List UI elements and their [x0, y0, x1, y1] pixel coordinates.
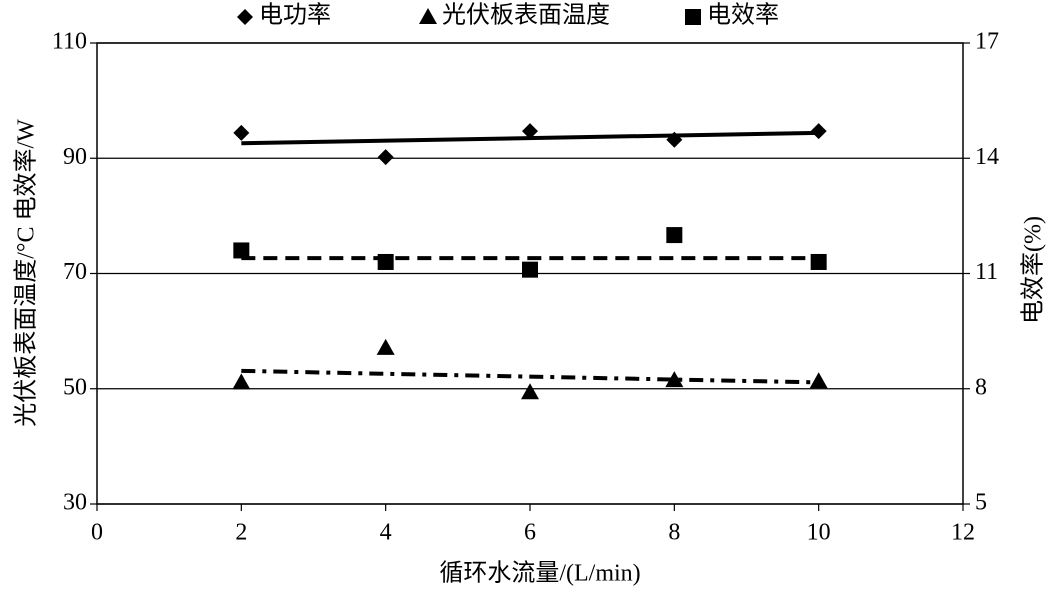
x-tick-label: 10 [807, 520, 831, 546]
marker [376, 338, 395, 355]
y2-tick-label: 5 [975, 490, 987, 516]
x-tick-label: 6 [524, 520, 536, 546]
y-tick-label: 30 [63, 490, 87, 516]
marker [522, 123, 538, 140]
marker [377, 149, 394, 166]
marker [521, 383, 539, 400]
y-tick-label: 110 [52, 29, 87, 55]
y2-axis-label: 电效率(%) [1020, 216, 1047, 324]
legend-label: 电效率 [707, 2, 779, 29]
x-tick-label: 2 [235, 520, 247, 546]
legend-label: 光伏板表面温度 [442, 2, 610, 29]
y-tick-label: 90 [63, 144, 87, 170]
marker [233, 124, 250, 141]
y-tick-label: 70 [63, 259, 87, 285]
marker [665, 371, 684, 388]
legend-label: 电功率 [259, 2, 331, 29]
y2-tick-label: 8 [975, 374, 987, 400]
marker [232, 373, 251, 390]
x-tick-label: 0 [91, 520, 103, 546]
y-axis-label: 光伏板表面温度/°C 电效率/W [13, 119, 40, 427]
y2-tick-label: 14 [975, 144, 999, 170]
y2-tick-label: 17 [975, 29, 999, 55]
marker [666, 227, 683, 244]
marker [810, 253, 827, 270]
marker [522, 261, 538, 278]
x-tick-label: 12 [951, 520, 975, 546]
legend-marker [419, 8, 437, 24]
x-axis-label: 循环水流量/(L/min) [439, 560, 640, 587]
legend-marker [237, 9, 253, 25]
marker [377, 253, 394, 270]
y2-tick-label: 11 [975, 259, 998, 285]
trend-line [241, 368, 819, 385]
marker [809, 372, 828, 389]
marker [233, 242, 250, 259]
y-tick-label: 50 [63, 374, 87, 400]
marker [666, 131, 683, 148]
x-tick-label: 8 [668, 520, 680, 546]
plot-frame [96, 42, 964, 505]
legend-marker [685, 9, 701, 25]
x-tick-label: 4 [380, 520, 392, 546]
marker [810, 123, 827, 140]
